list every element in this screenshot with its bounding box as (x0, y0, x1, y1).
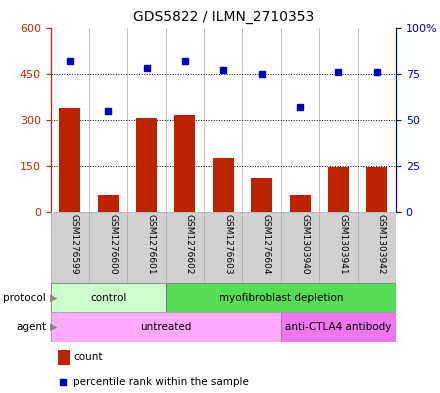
Bar (204, 212, 242, 283)
Bar (127, 212, 166, 283)
Text: untreated: untreated (140, 322, 191, 332)
Bar (281, 212, 319, 283)
Text: control: control (90, 293, 126, 303)
Title: GDS5822 / ILMN_2710353: GDS5822 / ILMN_2710353 (133, 10, 314, 24)
Text: percentile rank within the sample: percentile rank within the sample (73, 377, 249, 387)
Bar (281, 312, 396, 342)
Text: GSM1276604: GSM1276604 (262, 214, 271, 275)
Bar (51, 212, 89, 283)
Bar (58, 350, 70, 365)
Bar (328, 167, 349, 212)
Text: anti-CTLA4 antibody: anti-CTLA4 antibody (285, 322, 392, 332)
Text: GSM1276601: GSM1276601 (147, 214, 156, 275)
Bar (174, 115, 195, 212)
Bar (242, 212, 281, 283)
Bar (213, 158, 234, 212)
Text: GSM1303942: GSM1303942 (377, 214, 386, 275)
Text: agent: agent (16, 322, 46, 332)
Bar (136, 118, 157, 212)
Bar (166, 283, 396, 312)
Bar (89, 212, 127, 283)
Text: GSM1303941: GSM1303941 (338, 214, 348, 275)
Bar (366, 167, 387, 212)
Text: ▶: ▶ (50, 293, 57, 303)
Text: myofibroblast depletion: myofibroblast depletion (219, 293, 343, 303)
Text: GSM1276599: GSM1276599 (70, 214, 79, 275)
Bar (290, 195, 311, 212)
Bar (51, 312, 281, 342)
Text: ▶: ▶ (50, 322, 57, 332)
Text: GSM1276602: GSM1276602 (185, 214, 194, 275)
Bar (166, 212, 204, 283)
Text: GSM1276600: GSM1276600 (108, 214, 117, 275)
Bar (319, 212, 358, 283)
Bar (358, 212, 396, 283)
Bar (59, 108, 81, 212)
Text: GSM1276603: GSM1276603 (223, 214, 232, 275)
Text: GSM1303940: GSM1303940 (300, 214, 309, 275)
Text: protocol: protocol (4, 293, 46, 303)
Bar (251, 178, 272, 212)
Text: count: count (73, 352, 103, 362)
Bar (98, 195, 119, 212)
Bar (51, 283, 166, 312)
